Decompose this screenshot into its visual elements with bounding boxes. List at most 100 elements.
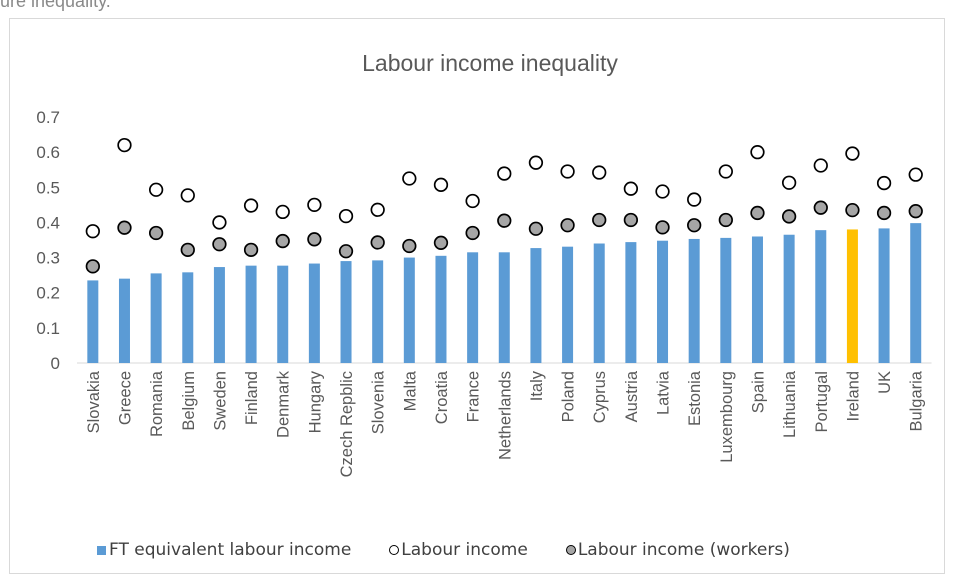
legend-swatch-open-circle (389, 545, 400, 555)
x-tick-label: Romania (148, 370, 166, 437)
bar (213, 267, 225, 363)
y-axis: 0 0.1 0.2 0.3 0.4 0.5 0.6 0.7 (36, 108, 60, 373)
bars (87, 223, 922, 363)
bar (308, 263, 320, 363)
marker-labour-income (876, 175, 892, 191)
marker-labour-income-workers (338, 244, 354, 259)
x-tick-label: Italy (528, 370, 546, 401)
marker-labour-income (307, 197, 322, 213)
x-tick-label: Austria (623, 370, 641, 422)
marker-labour-income-workers (718, 212, 733, 228)
markers-labour-income-workers (85, 200, 923, 274)
bar (815, 230, 827, 363)
marker-labour-income-workers (592, 212, 607, 228)
marker-labour-income-workers (655, 220, 670, 235)
marker-labour-income (655, 184, 670, 199)
bar (783, 234, 795, 363)
marker-labour-income (212, 215, 227, 230)
marker-labour-income-workers (560, 218, 575, 233)
x-tick-label: Cyprus (591, 371, 609, 423)
marker-labour-income-workers (433, 235, 449, 250)
bar (87, 280, 99, 363)
y-tick-label: 0.1 (36, 319, 60, 338)
marker-labour-income (560, 164, 575, 179)
marker-labour-income-workers (465, 225, 480, 241)
x-tick-labels: Slovakia Greece Romania Belgium Sweden Finlan… (85, 370, 926, 477)
bar (277, 265, 289, 363)
x-tick-label: Lithuania (781, 370, 799, 438)
marker-labour-income-workers (117, 220, 132, 235)
bar (846, 229, 858, 363)
x-tick-label: Sweden (211, 371, 229, 431)
x-tick-label: Croatia (433, 370, 451, 424)
marker-labour-income (845, 146, 860, 161)
bar (530, 248, 542, 363)
bar (657, 240, 669, 363)
legend-item-ft: FT equivalent labour income (97, 540, 351, 560)
x-tick-label: Netherlands (496, 371, 514, 460)
legend: FT equivalent labour income Labour incom… (97, 540, 828, 560)
marker-labour-income (813, 158, 828, 173)
y-tick-label: 0.7 (36, 108, 60, 127)
marker-labour-income (528, 155, 544, 170)
chart-title: Labour income inequality (362, 50, 618, 76)
x-tick-label: Czech Repblic (338, 371, 356, 477)
x-tick-label: France (465, 371, 483, 422)
x-tick-label: Slovakia (85, 370, 103, 433)
bar (118, 278, 130, 363)
bar (593, 243, 605, 363)
marker-labour-income (243, 198, 259, 213)
bar (688, 238, 700, 363)
marker-labour-income-workers (781, 209, 797, 224)
x-tick-label: Greece (116, 371, 134, 425)
bar (245, 265, 257, 363)
bar (372, 260, 384, 363)
bar (625, 242, 637, 363)
caption-fragment: ure inequality. (0, 0, 111, 11)
marker-labour-income-workers (845, 202, 860, 218)
x-tick-label: Poland (560, 371, 578, 422)
bar (150, 273, 162, 363)
legend-label-workers: Labour income (workers) (577, 540, 790, 560)
bar (340, 261, 352, 363)
legend-label-labour: Labour income (401, 540, 528, 560)
y-tick-label: 0.2 (36, 284, 60, 303)
y-tick-label: 0.3 (36, 249, 60, 268)
marker-labour-income-workers (243, 242, 259, 257)
bar (751, 236, 763, 363)
x-tick-label: Bulgaria (908, 370, 926, 431)
marker-labour-income-workers (687, 218, 702, 233)
x-tick-label: Hungary (306, 370, 324, 433)
marker-labour-income (497, 166, 512, 181)
x-tick-label: Luxembourg (718, 371, 736, 463)
marker-labour-income (908, 167, 923, 182)
marker-labour-income-workers (813, 200, 828, 215)
legend-label-ft: FT equivalent labour income (109, 540, 352, 560)
x-tick-label: Ireland (844, 371, 862, 421)
marker-labour-income (687, 192, 702, 207)
legend-swatch-filled-circle (565, 545, 576, 555)
marker-labour-income-workers (180, 242, 195, 257)
marker-labour-income (275, 204, 290, 220)
marker-labour-income-workers (528, 221, 544, 236)
x-tick-label: Finland (243, 371, 261, 425)
legend-item-workers: Labour income (workers) (565, 540, 790, 560)
marker-labour-income-workers (402, 238, 417, 254)
marker-labour-income-workers (750, 205, 765, 221)
x-tick-label: UK (876, 371, 894, 394)
x-tick-label: Slovenia (370, 370, 388, 434)
marker-labour-income (402, 171, 417, 186)
marker-labour-income (433, 177, 449, 192)
x-tick-label: Portugal (813, 371, 831, 432)
bar (403, 257, 415, 363)
marker-labour-income (750, 144, 765, 160)
marker-labour-income (592, 165, 607, 180)
bar (467, 252, 479, 363)
bar (498, 252, 510, 363)
marker-labour-income (180, 188, 195, 203)
marker-labour-income-workers (85, 259, 100, 274)
marker-labour-income (718, 164, 733, 179)
marker-labour-income (781, 175, 797, 190)
x-tick-label: Spain (749, 371, 767, 413)
